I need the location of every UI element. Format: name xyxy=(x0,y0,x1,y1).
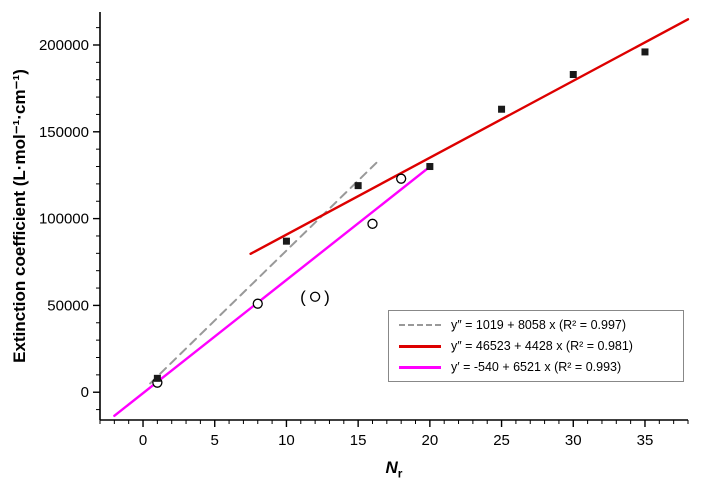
svg-text:): ) xyxy=(324,288,330,307)
svg-text:100000: 100000 xyxy=(39,211,89,228)
svg-text:20: 20 xyxy=(422,432,439,449)
svg-text:5: 5 xyxy=(211,432,219,449)
svg-text:15: 15 xyxy=(350,432,367,449)
legend-entry-red: y″ = 46523 + 4428 x (R² = 0.981) xyxy=(399,339,673,353)
svg-text:10: 10 xyxy=(278,432,295,449)
legend-label-magenta: y′ = -540 + 6521 x (R² = 0.993) xyxy=(451,360,622,374)
legend: y″ = 1019 + 8058 x (R² = 0.997) y″ = 465… xyxy=(388,310,684,382)
x-axis-label-subscript: r xyxy=(397,466,403,481)
legend-label-dashed: y″ = 1019 + 8058 x (R² = 0.997) xyxy=(451,318,627,332)
x-axis-label: Nr xyxy=(386,458,403,480)
svg-text:0: 0 xyxy=(139,432,147,449)
svg-text:25: 25 xyxy=(493,432,510,449)
legend-label-red: y″ = 46523 + 4428 x (R² = 0.981) xyxy=(451,339,633,353)
legend-line-sample-dashed xyxy=(399,324,441,326)
x-axis-label-symbol: N xyxy=(385,458,398,477)
legend-entry-dashed: y″ = 1019 + 8058 x (R² = 0.997) xyxy=(399,318,673,332)
svg-text:200000: 200000 xyxy=(39,37,89,54)
svg-text:150000: 150000 xyxy=(39,124,89,141)
y-axis-label: Extinction coefficient (L·mol⁻¹·cm⁻¹) xyxy=(10,69,29,363)
svg-text:35: 35 xyxy=(637,432,654,449)
legend-line-sample-red xyxy=(399,344,441,348)
svg-text:30: 30 xyxy=(565,432,582,449)
svg-text:(: ( xyxy=(300,288,306,307)
svg-text:50000: 50000 xyxy=(47,297,89,314)
svg-text:0: 0 xyxy=(81,384,89,401)
legend-entry-magenta: y′ = -540 + 6521 x (R² = 0.993) xyxy=(399,360,673,374)
legend-line-sample-magenta xyxy=(399,365,441,369)
